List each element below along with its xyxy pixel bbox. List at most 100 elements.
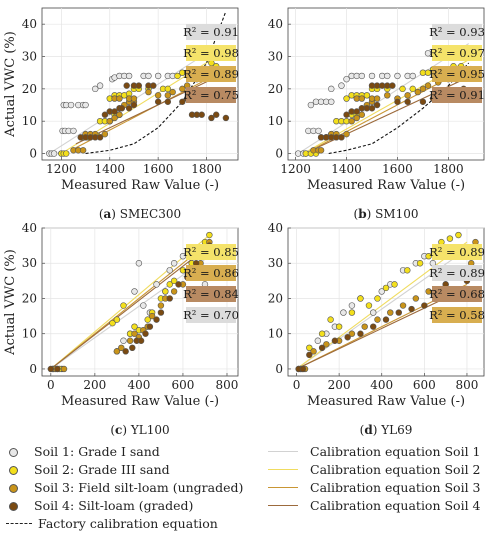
- data-point-soil1: [378, 288, 385, 295]
- data-point-soil3: [154, 92, 162, 99]
- x-axis-label: Measured Raw Value (-): [61, 178, 219, 193]
- data-point-soil4: [101, 111, 109, 118]
- data-point-soil1: [153, 281, 160, 288]
- data-point-soil3: [164, 92, 172, 99]
- data-point-soil4: [370, 323, 377, 330]
- r2-label-soil2: R² = 0.89: [429, 245, 485, 259]
- legend-item-cal3: Calibration equation Soil 3: [268, 479, 481, 496]
- r2-box-soil1: [186, 24, 236, 40]
- data-point-soil1: [166, 267, 173, 274]
- data-point-soil1: [125, 72, 133, 80]
- data-point-soil1: [82, 101, 89, 109]
- data-point-soil1: [92, 85, 99, 93]
- data-point-soil4: [404, 98, 411, 105]
- x-axis-label: Measured Raw Value (-): [307, 394, 465, 409]
- data-point-soil4: [198, 111, 205, 118]
- chart-panel-3: 0 200 400 600 800 0 10 20 30 40 Measured Raw Value…: [3, 221, 239, 437]
- data-point-soil3: [145, 88, 152, 96]
- y-tick-label: 30: [268, 50, 283, 64]
- data-point-soil3: [384, 92, 391, 99]
- y-axis-label: Actual VWC (%): [3, 31, 18, 138]
- data-point-soil1: [370, 309, 377, 316]
- data-point-soil1: [179, 252, 187, 260]
- r2-box-soil1: [432, 24, 482, 40]
- data-point-soil3: [169, 88, 176, 96]
- data-point-soil3: [130, 95, 138, 102]
- data-point-soil4: [344, 334, 351, 341]
- data-point-soil4: [142, 330, 149, 337]
- panel-caption-sensor: ) YL69: [373, 423, 413, 437]
- legend-marker-soil1: [6, 445, 20, 459]
- calibration-line-soil1: [50, 255, 210, 370]
- panel-caption-letter: c: [115, 423, 122, 437]
- legend-marker-soil3: [6, 481, 20, 495]
- data-point-soil4: [135, 82, 142, 89]
- factory-calibration-curve: [328, 62, 470, 155]
- r2-box-soil2: [186, 244, 236, 260]
- chart-panel-4: 0 200 400 600 800 0 10 20 30 40 Measured Raw Value…: [268, 221, 485, 437]
- x-tick-label: 0: [293, 378, 301, 392]
- data-point-soil2: [363, 92, 371, 99]
- data-point-soil3: [419, 85, 427, 93]
- x-tick-label: 1800: [191, 162, 222, 176]
- data-point-soil3: [353, 114, 360, 122]
- calibration-line-soil4: [50, 245, 210, 370]
- data-point-soil2: [404, 267, 411, 274]
- data-point-soil3: [310, 348, 317, 355]
- legend-label-cal2: Calibration equation Soil 2: [310, 462, 481, 477]
- data-point-soil3: [414, 88, 422, 96]
- data-point-soil4: [125, 105, 133, 112]
- data-point-soil4: [208, 114, 215, 122]
- r2-label-soil4: R² = 0.68: [429, 287, 485, 301]
- data-point-soil1: [120, 337, 127, 344]
- r2-label-soil3: R² = 0.95: [429, 67, 485, 81]
- legend-item-cal4: Calibration equation Soil 4: [268, 497, 481, 514]
- legend-item-soil4: Soil 4: Silt-loam (graded): [6, 497, 193, 514]
- r2-box-soil3: [432, 66, 482, 82]
- data-point-soil2: [162, 288, 169, 295]
- r2-box-soil3: [432, 307, 482, 323]
- data-point-soil1: [338, 82, 345, 89]
- x-tick-label: 200: [328, 378, 351, 392]
- legend-item-soil3: Soil 3: Field silt-loam (ungraded): [6, 479, 243, 496]
- data-point-soil4: [129, 344, 136, 352]
- data-point-soil1: [154, 72, 162, 80]
- data-point-soil1: [131, 288, 138, 295]
- data-point-soil3: [116, 111, 123, 118]
- legend-label-soil3: Soil 3: Field silt-loam (ungraded): [34, 480, 244, 495]
- panel-caption-sensor: ) YL100: [122, 423, 169, 437]
- chart-panel-2: 1200 1400 1600 1800 0 10 20 30 40 Measured Raw Va…: [268, 7, 485, 221]
- x-tick-label: 800: [456, 378, 479, 392]
- data-point-soil4: [419, 98, 427, 105]
- data-point-soil4: [146, 323, 154, 330]
- data-layer: [294, 43, 472, 157]
- data-point-soil4: [395, 309, 402, 316]
- r2-box-soil1: [432, 265, 482, 281]
- data-point-soil3: [424, 82, 432, 89]
- data-point-soil3: [126, 337, 134, 344]
- y-tick-label: 10: [22, 114, 37, 128]
- y-tick-label: 20: [22, 291, 37, 305]
- calibration-line-soil4: [75, 72, 227, 145]
- data-point-soil1: [70, 127, 77, 135]
- r2-label-soil1: R² = 0.93: [429, 25, 485, 39]
- data-point-soil4: [382, 316, 390, 323]
- data-point-soil3: [361, 323, 368, 330]
- data-point-soil3: [348, 117, 355, 125]
- data-point-soil1: [368, 72, 376, 80]
- data-point-soil2: [409, 85, 416, 93]
- x-tick-label: 1800: [433, 162, 464, 176]
- x-tick-label: 1400: [331, 162, 362, 176]
- y-tick-label: 20: [22, 82, 37, 96]
- data-point-soil2: [424, 69, 432, 76]
- data-point-soil3: [348, 330, 356, 337]
- r2-label-soil3: R² = 0.86: [183, 266, 239, 280]
- data-point-soil2: [382, 284, 390, 292]
- data-point-soil2: [357, 295, 364, 302]
- data-point-soil4: [47, 365, 55, 373]
- data-point-soil1: [145, 72, 152, 80]
- data-point-soil2: [144, 316, 151, 323]
- data-point-soil1: [135, 260, 143, 267]
- y-tick-label: 10: [268, 114, 283, 128]
